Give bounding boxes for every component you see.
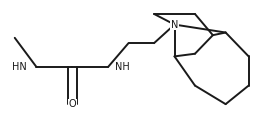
Text: HN: HN: [13, 62, 27, 72]
Text: HN: HN: [13, 62, 27, 72]
Text: N: N: [171, 20, 178, 30]
Text: N: N: [171, 20, 178, 30]
Text: O: O: [68, 99, 76, 109]
Text: O: O: [68, 99, 76, 109]
Text: NH: NH: [115, 62, 130, 72]
Text: NH: NH: [115, 62, 130, 72]
